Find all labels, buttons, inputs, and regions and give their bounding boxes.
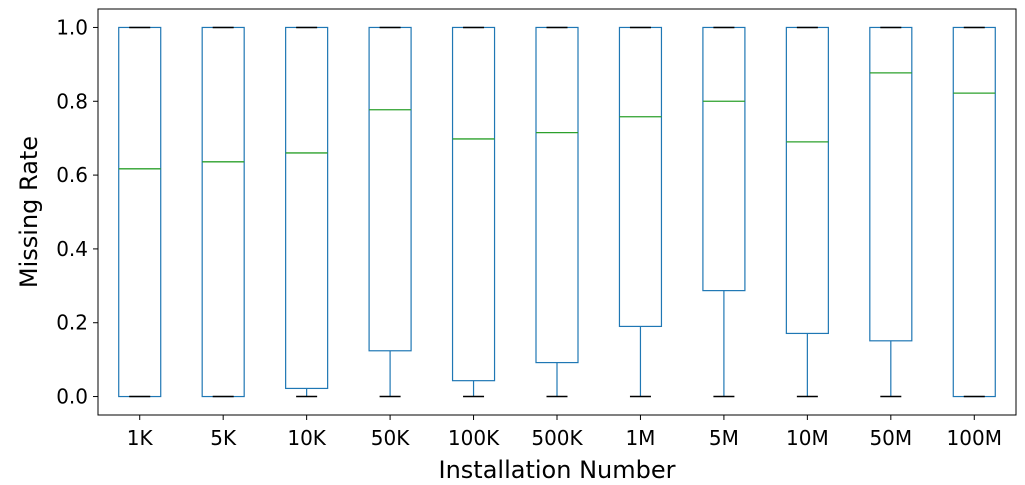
y-tick-label: 0.0 [56, 385, 88, 409]
box-body [285, 26, 329, 390]
y-tick-label: 0.2 [56, 311, 88, 335]
box-body [535, 26, 579, 364]
box-100K [451, 26, 496, 398]
x-tick-label: 10K [287, 426, 326, 450]
box-body [785, 26, 829, 335]
y-tick-label: 1.0 [56, 15, 88, 39]
box-10M [785, 26, 829, 398]
box-5K [201, 26, 245, 398]
y-axis-label: Missing Rate [15, 136, 43, 288]
x-axis-label: Installation Number [439, 456, 676, 484]
x-tick-label: 100K [448, 426, 500, 450]
box-body [201, 26, 245, 398]
x-tick-label: 500K [531, 426, 583, 450]
box-body [451, 26, 496, 382]
plot-marks [118, 26, 996, 398]
y-tick-label: 0.4 [56, 237, 88, 261]
box-body [618, 26, 663, 328]
box-body [869, 26, 913, 342]
box-body [368, 26, 412, 352]
box-10K [285, 26, 329, 398]
box-1K [118, 26, 162, 398]
y-tick-label: 0.8 [56, 89, 88, 113]
x-tick-label: 100M [947, 426, 1002, 450]
box-body [702, 26, 746, 292]
x-tick-label: 5K [210, 426, 237, 450]
y-axis: 0.0 0.2 0.4 0.6 0.8 1.0 [56, 15, 98, 409]
x-axis: 1K 5K 10K 50K 100K 500K 1M 5M 10M 50M 100M [127, 415, 1002, 450]
x-tick-label: 1M [625, 426, 655, 450]
box-body [952, 26, 996, 398]
box-body [118, 26, 162, 398]
x-tick-label: 5M [709, 426, 739, 450]
box-100M [952, 26, 996, 398]
x-tick-label: 50M [869, 426, 912, 450]
x-tick-label: 10M [786, 426, 829, 450]
box-50M [869, 26, 913, 398]
box-500K [535, 26, 579, 398]
box-1M [618, 26, 663, 398]
box-50K [368, 26, 412, 398]
y-tick-label: 0.6 [56, 163, 88, 187]
box-5M [702, 26, 746, 398]
x-tick-label: 1K [127, 426, 154, 450]
x-tick-label: 50K [371, 426, 410, 450]
plot-area-frame [97, 8, 1017, 416]
